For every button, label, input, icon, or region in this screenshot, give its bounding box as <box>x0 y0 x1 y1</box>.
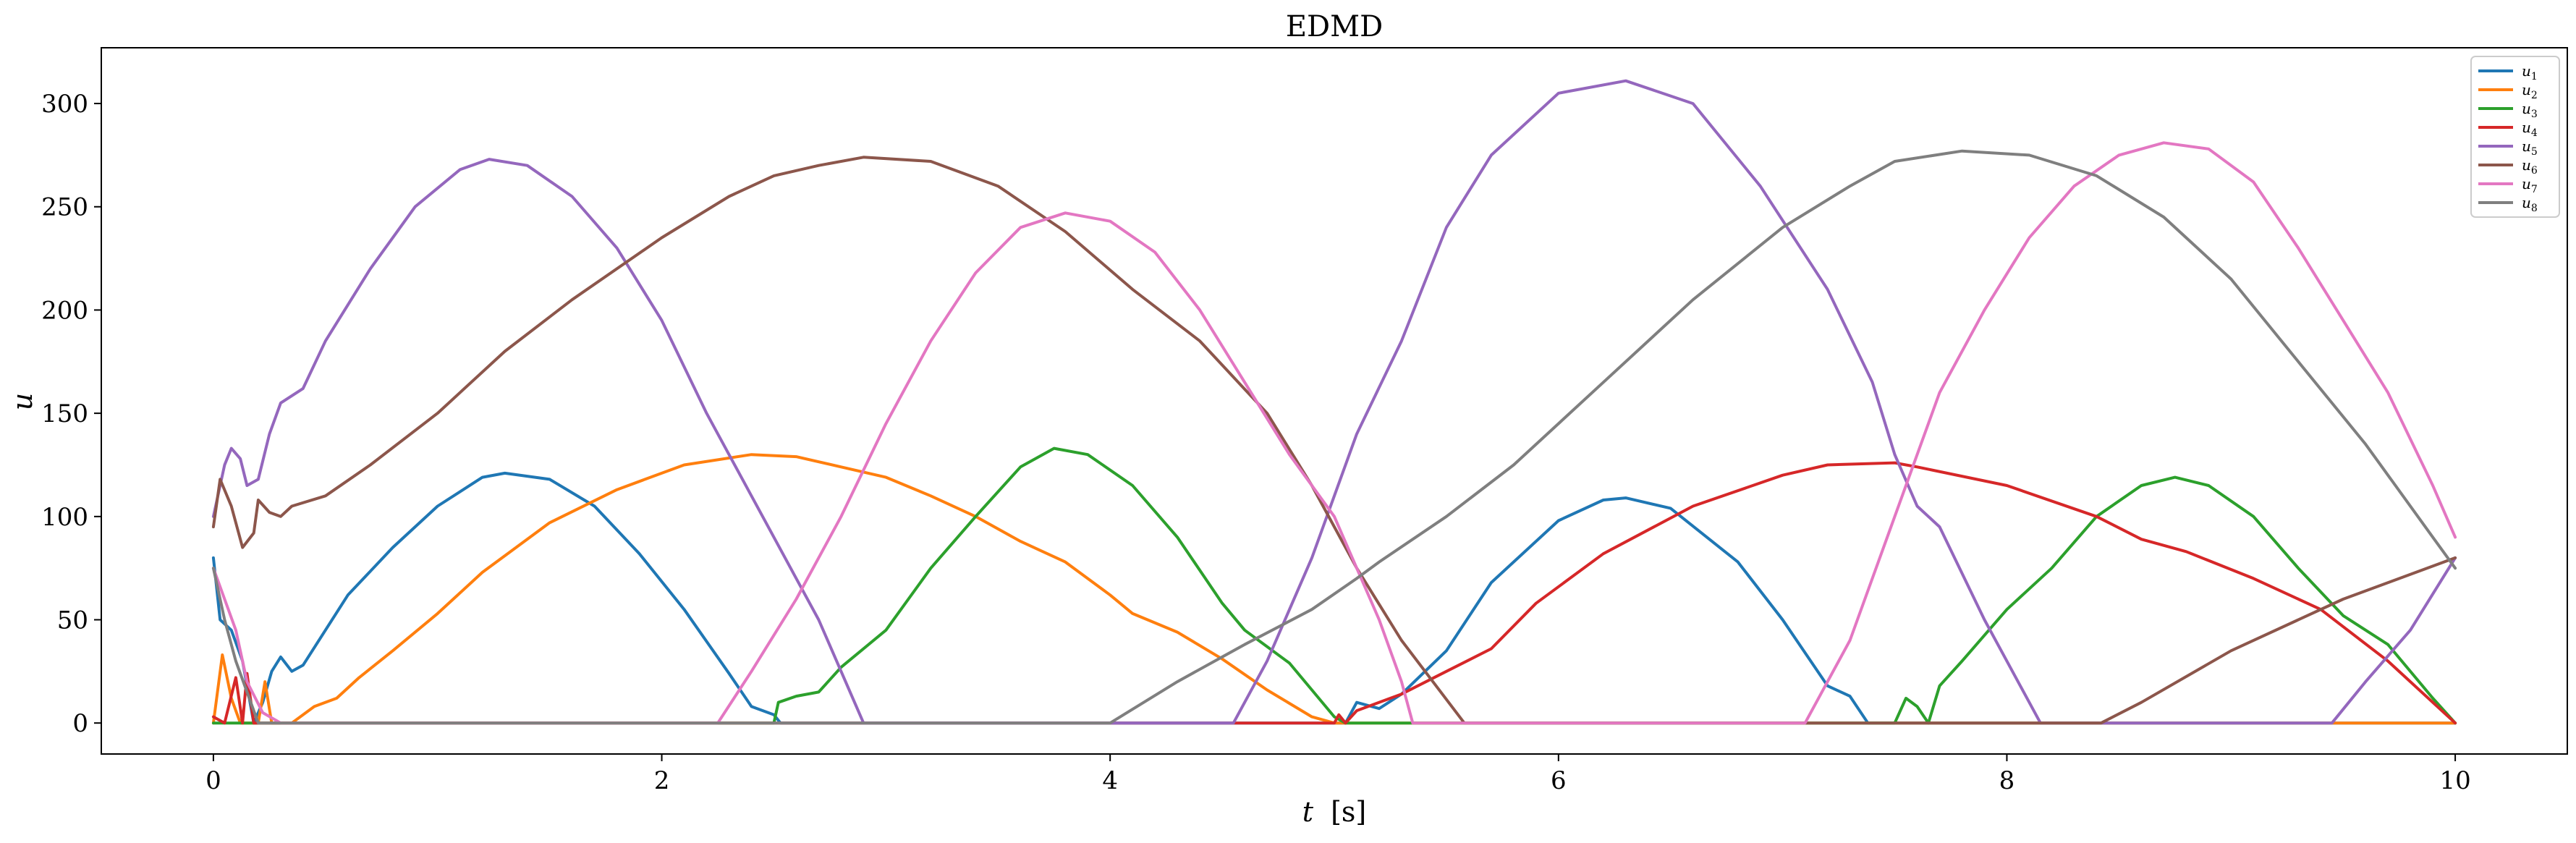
series-line-u2 <box>211 453 2457 725</box>
series-line-u8 <box>211 149 2457 725</box>
legend-label-u8: u8 <box>2522 194 2538 214</box>
x-tick-label: 6 <box>1551 766 1567 795</box>
x-tick-label: 10 <box>2439 766 2470 795</box>
y-tick-label: 0 <box>72 709 88 738</box>
series-line-u7 <box>211 141 2457 725</box>
y-axis: 0 50 100 150 200 250 300 <box>41 90 101 738</box>
x-axis-unit: [s] <box>1331 796 1366 828</box>
chart-title: EDMD <box>1286 10 1383 43</box>
legend-label-u4: u4 <box>2522 119 2538 139</box>
y-tick-label: 300 <box>41 90 88 119</box>
legend-label-u3: u3 <box>2522 100 2538 120</box>
x-axis: 0 2 4 6 8 10 <box>206 754 2471 795</box>
plot-area <box>211 79 2457 725</box>
x-tick-label: 0 <box>206 766 221 795</box>
legend-label-u6: u6 <box>2522 156 2538 177</box>
y-tick-label: 250 <box>41 193 88 222</box>
y-tick-label: 150 <box>41 399 88 428</box>
series-line-u1 <box>211 471 2457 725</box>
y-tick-label: 200 <box>41 296 88 325</box>
legend-label-u2: u2 <box>2522 81 2538 101</box>
legend-label-u1: u1 <box>2522 62 2538 82</box>
x-axis-label: t [s] <box>1302 796 1367 828</box>
x-axis-variable: t <box>1302 796 1314 828</box>
legend-label-u7: u7 <box>2522 175 2538 195</box>
series-line-u6 <box>211 156 2457 725</box>
x-tick-label: 2 <box>654 766 670 795</box>
y-tick-label: 100 <box>41 503 88 532</box>
x-tick-label: 4 <box>1102 766 1118 795</box>
legend-box <box>2470 56 2560 218</box>
plot-frame <box>101 47 2568 755</box>
legend-label-u5: u5 <box>2522 137 2538 158</box>
series-line-u5 <box>211 79 2457 725</box>
x-tick-label: 8 <box>1999 766 2015 795</box>
y-tick-label: 50 <box>57 606 88 635</box>
y-axis-label: u <box>7 393 38 410</box>
series-line-u3 <box>211 446 2457 725</box>
